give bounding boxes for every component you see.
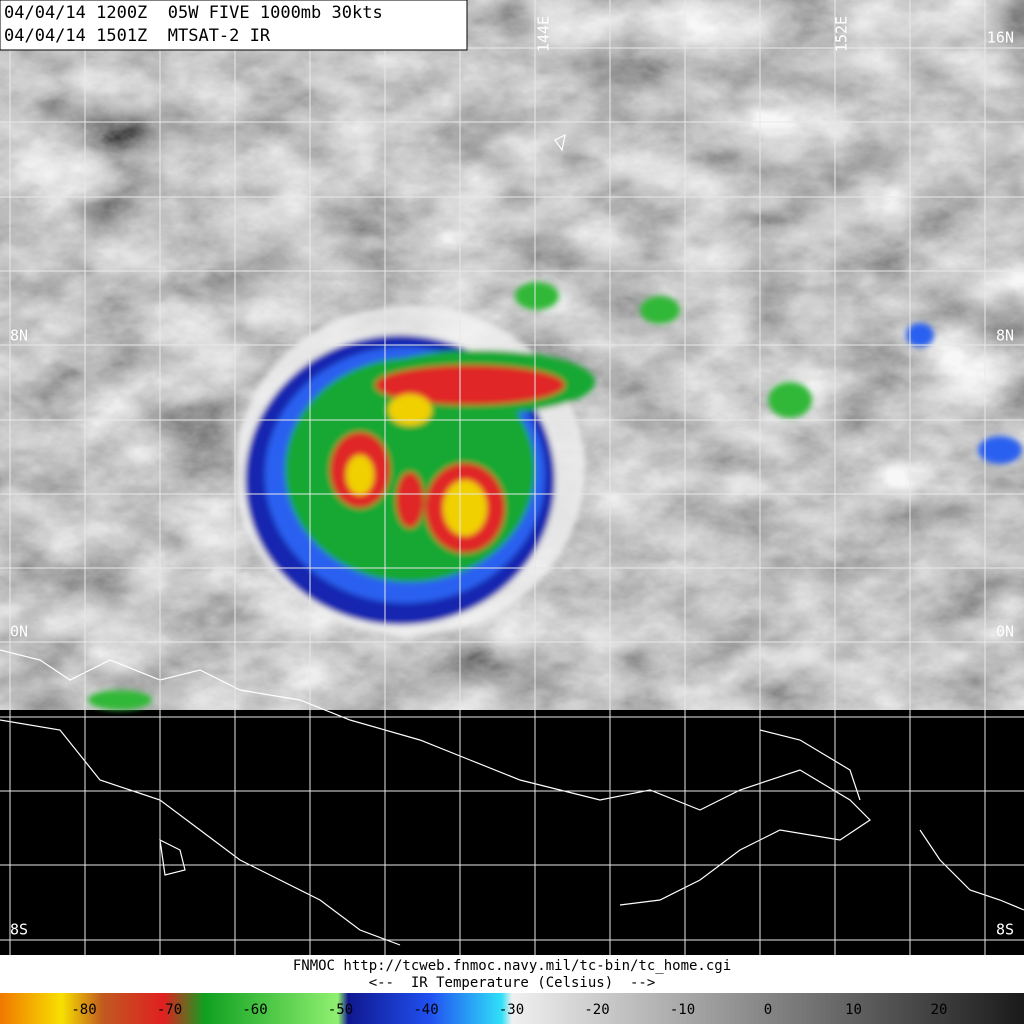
- colorbar-tick-label: -30: [499, 1002, 524, 1018]
- lat-label: 16N: [987, 29, 1014, 47]
- colorbar-tick-label: 0: [764, 1002, 772, 1018]
- colorbar-tick-label: 20: [931, 1002, 948, 1018]
- colorbar-tick-label: -40: [413, 1002, 438, 1018]
- storm-system: [88, 282, 1022, 710]
- coastlines: [0, 133, 1024, 946]
- header-line: 04/04/14 1200Z 05W FIVE 1000mb 30kts: [4, 3, 383, 23]
- lat-label: 8N: [996, 327, 1014, 345]
- footer: FNMOC http://tcweb.fnmoc.navy.mil/tc-bin…: [0, 955, 1024, 993]
- colorbar-tick-label: 10: [845, 1002, 862, 1018]
- colorbar-scale: [0, 993, 1024, 1024]
- colorbar-tick-label: -10: [670, 1002, 695, 1018]
- lat-label: 0N: [10, 623, 28, 641]
- lat-label: 8S: [996, 921, 1014, 939]
- colorbar-tick-label: -60: [242, 1002, 267, 1018]
- colorbar-tick-label: -80: [71, 1002, 96, 1018]
- colorbar: -80 -70 -60 -50 -40 -30 -20 -10 0 10 20: [0, 993, 1024, 1024]
- lon-label: 152E: [833, 16, 851, 52]
- source-line: FNMOC http://tcweb.fnmoc.navy.mil/tc-bin…: [293, 958, 731, 974]
- legend-title: <-- IR Temperature (Celsius) -->: [369, 975, 656, 991]
- satellite-image: [0, 0, 1024, 955]
- colorbar-tick-label: -50: [328, 1002, 353, 1018]
- colorbar-tick-label: -70: [157, 1002, 182, 1018]
- colorbar-tick-label: -20: [584, 1002, 609, 1018]
- header-box: 04/04/14 1200Z 05W FIVE 1000mb 30kts 04/…: [0, 0, 468, 51]
- lat-label: 8N: [10, 327, 28, 345]
- lon-label: 144E: [535, 16, 553, 52]
- lat-label: 8S: [10, 921, 28, 939]
- lat-label: 0N: [996, 623, 1014, 641]
- header-line: 04/04/14 1501Z MTSAT-2 IR: [4, 26, 271, 46]
